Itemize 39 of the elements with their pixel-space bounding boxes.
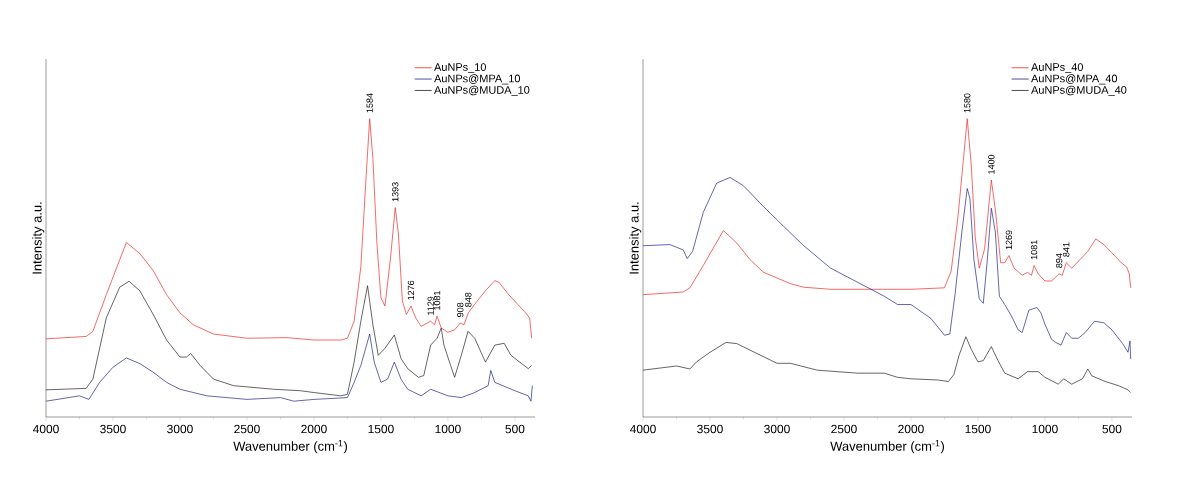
- x-tick-label: 1000: [1032, 424, 1058, 434]
- annotation: 908: [457, 302, 464, 317]
- legend-label: AuNPs_40: [1031, 63, 1083, 73]
- legend-label: AuNPs@MUDA_40: [1031, 85, 1127, 96]
- x-tick-label: 2000: [898, 424, 924, 434]
- x-tick-label: 500: [505, 424, 525, 434]
- annotation: 1584: [366, 93, 373, 113]
- x-tick-label: 1500: [965, 424, 991, 434]
- legend-label: AuNPs@MPA_40: [1031, 74, 1118, 85]
- legend-label: AuNPs_10: [434, 63, 486, 73]
- x-tick-label: 3000: [167, 424, 193, 434]
- x-tick-label: 1000: [435, 424, 461, 434]
- x-tick-label: 3500: [100, 424, 126, 434]
- legend-label: AuNPs@MPA_10: [434, 74, 521, 85]
- annotation: 894: [1055, 253, 1063, 268]
- annotation: 1269: [1005, 230, 1013, 250]
- x-tick-label: 2500: [831, 424, 857, 434]
- x-tick-label: 4000: [32, 424, 59, 434]
- x-axis-title: Wavenumber (cm$^{-1}$): [830, 440, 944, 454]
- x-tick-label: 1500: [368, 424, 394, 434]
- annotation: 841: [1063, 242, 1070, 257]
- x-tick-label: 2500: [234, 424, 260, 434]
- x-tick-label: 4000: [629, 424, 656, 434]
- y-axis-title: Intensity a.u.: [629, 202, 642, 274]
- annotation: 1580: [964, 93, 971, 113]
- x-tick-label: 3500: [697, 424, 723, 434]
- annotation: 1081: [1030, 240, 1038, 260]
- annotation: 1400: [988, 154, 995, 174]
- x-tick-label: 3000: [764, 424, 790, 434]
- annotation: 1081: [433, 290, 441, 310]
- x-tick-label: 500: [1102, 424, 1122, 434]
- annotation: 848: [465, 292, 472, 307]
- annotation: 1129: [427, 296, 434, 315]
- x-tick-label: 2000: [301, 424, 327, 434]
- annotation: 1276: [407, 280, 415, 300]
- legend-label: AuNPs@MUDA_10: [434, 85, 530, 96]
- x-axis-title: Wavenumber (cm$^{-1}$): [233, 440, 347, 454]
- y-axis-title: Intensity a.u.: [32, 202, 45, 274]
- annotation: 1393: [392, 182, 399, 202]
